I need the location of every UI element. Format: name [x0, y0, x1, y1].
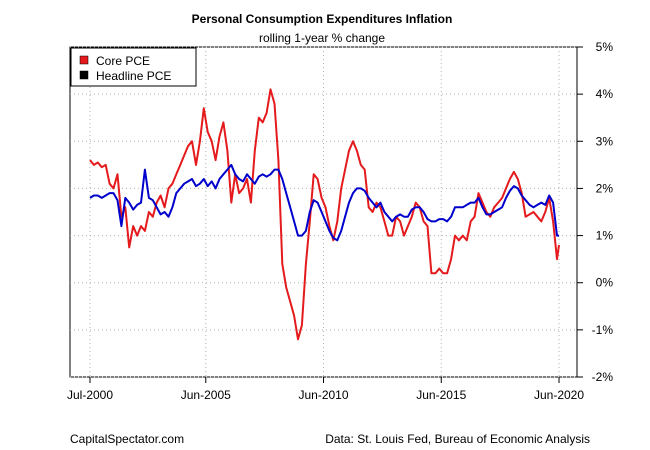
- x-tick-label: Jun-2020: [534, 388, 584, 402]
- y-tick-label: -2%: [592, 370, 614, 384]
- legend-swatch-headline-pce: [79, 70, 89, 80]
- grid-lines: [70, 46, 577, 378]
- series-lines: [89, 88, 560, 341]
- legend-swatch-core-pce: [79, 55, 89, 65]
- y-tick-label: 4%: [596, 87, 614, 101]
- x-tick-label: Jun-2005: [181, 388, 231, 402]
- x-axis-ticks: Jul-2000 Jun-2005 Jun-2010 Jun-2015 Jun-2020: [67, 377, 584, 402]
- legend-label-headline-pce: Headline PCE: [96, 69, 171, 83]
- y-tick-label: -1%: [592, 323, 614, 337]
- x-tick-label: Jun-2015: [416, 388, 466, 402]
- y-tick-label: 1%: [596, 229, 614, 243]
- footer-data-source: Data: St. Louis Fed, Bureau of Economic …: [325, 432, 590, 446]
- series-line-headline-pce: [89, 163, 559, 242]
- y-tick-label: 5%: [596, 40, 614, 54]
- y-tick-label: 3%: [596, 134, 614, 148]
- legend-box: [70, 47, 197, 87]
- y-tick-label: 0%: [596, 276, 614, 290]
- chart-subtitle: rolling 1-year % change: [259, 31, 385, 45]
- x-tick-label: Jul-2000: [67, 388, 113, 402]
- y-axis-ticks: 5% 4% 3% 2% 1% 0% -1% -2%: [577, 40, 613, 384]
- legend-label-core-pce: Core PCE: [96, 54, 150, 68]
- x-tick-label: Jun-2010: [298, 388, 348, 402]
- series-line-core-pce: [89, 88, 560, 341]
- y-tick-label: 2%: [596, 181, 614, 195]
- footer-source-site: CapitalSpectator.com: [70, 432, 184, 446]
- chart-title: Personal Consumption Expenditures Inflat…: [192, 12, 453, 26]
- legend: Core PCE Headline PCE: [70, 47, 197, 87]
